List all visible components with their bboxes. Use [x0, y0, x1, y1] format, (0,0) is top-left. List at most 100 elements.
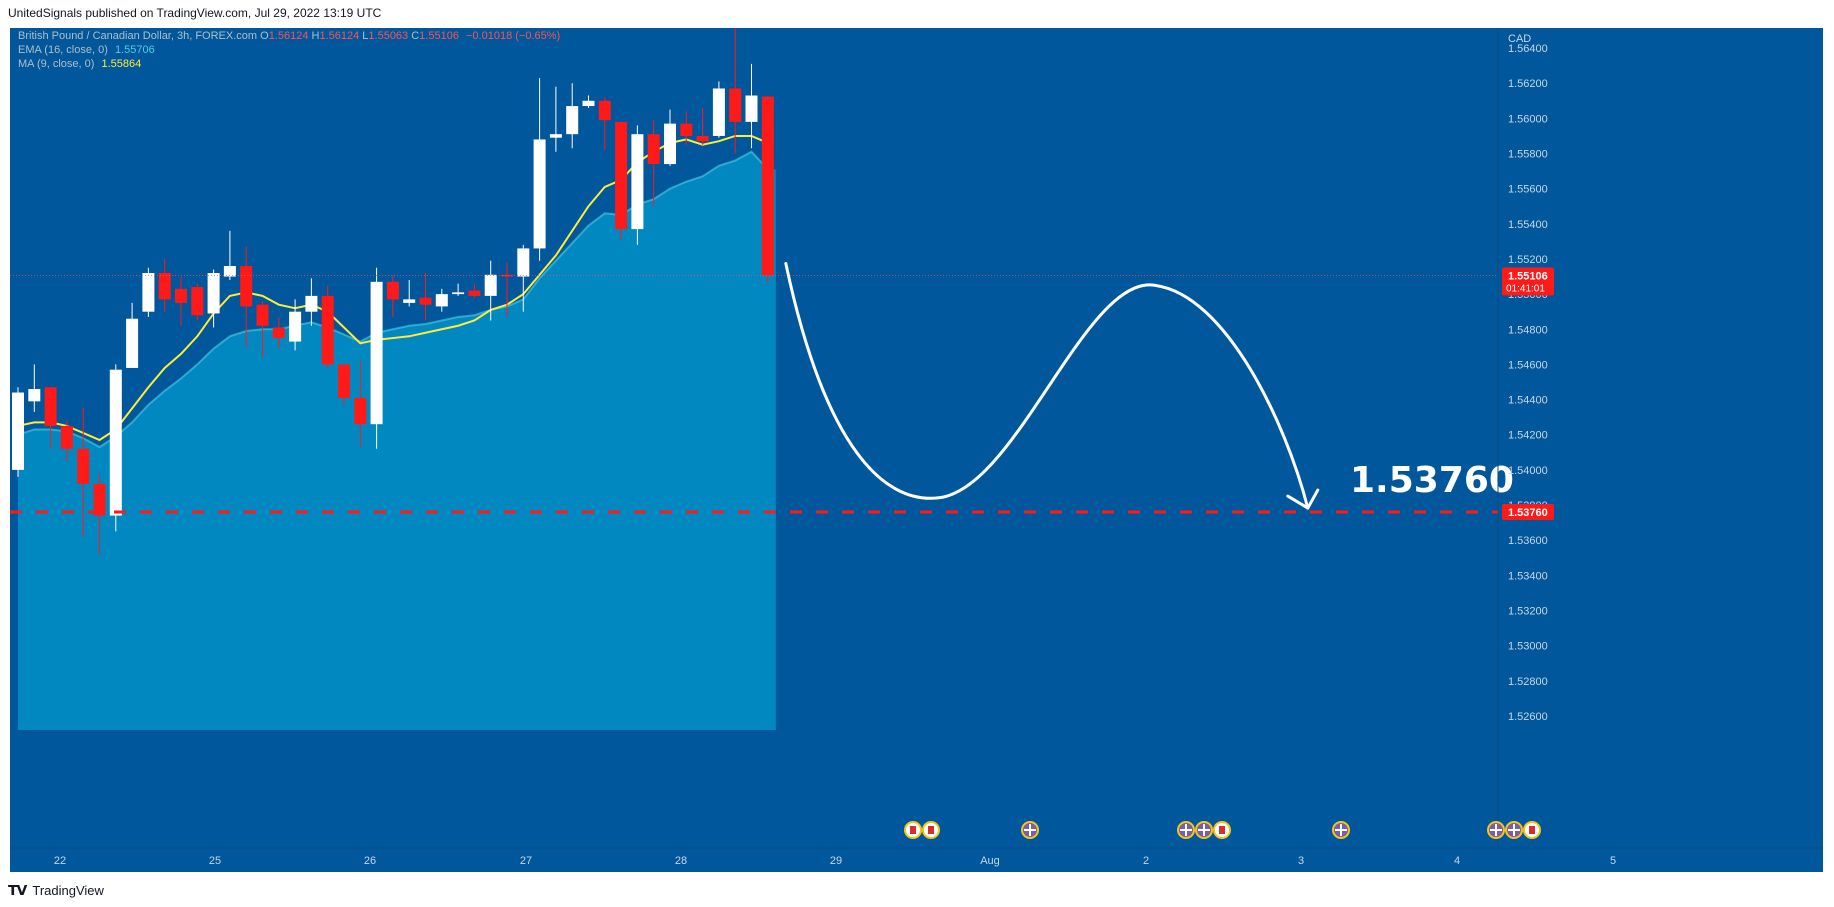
candle-body	[419, 297, 432, 305]
candle-body	[729, 88, 742, 122]
candle-body	[77, 448, 90, 484]
candle-body	[28, 389, 41, 402]
candle-body	[175, 288, 187, 303]
published-header: UnitedSignals published on TradingView.c…	[8, 6, 382, 20]
candle-body	[289, 311, 302, 342]
candle-body	[386, 281, 399, 300]
price-tick-label: 1.54400	[1508, 395, 1548, 407]
candle-body	[12, 392, 24, 470]
price-tick-label: 1.55200	[1508, 254, 1548, 266]
price-tick-label: 1.53000	[1508, 641, 1548, 653]
candle-body	[549, 134, 562, 138]
forecast-arrowhead	[1286, 488, 1320, 510]
candle-body	[93, 483, 106, 516]
target-annotation-text: 1.53760	[1350, 460, 1514, 501]
time-tick-label: 26	[364, 855, 376, 867]
candle-body	[321, 295, 334, 365]
candle-body	[501, 274, 513, 277]
ohlc-label: L	[359, 30, 369, 42]
currency-label: CAD	[1508, 33, 1531, 45]
current-price-badge	[1502, 267, 1554, 296]
ca-flag-leaf-icon	[1219, 826, 1225, 834]
candle-body	[452, 292, 465, 295]
candle-body	[354, 397, 367, 425]
countdown-label: 01:41:01	[1506, 283, 1545, 294]
candle-body	[109, 369, 122, 516]
candle-body	[256, 304, 269, 326]
candle-body	[60, 425, 73, 449]
ohlc-label: O	[260, 30, 269, 42]
symbol-legend: British Pound / Canadian Dollar, 3h, FOR…	[18, 30, 560, 42]
ema-legend: EMA (16, close, 0) 1.55706	[18, 44, 155, 56]
candle-body	[696, 135, 709, 142]
candle-body	[272, 327, 285, 339]
candle-body	[435, 294, 448, 307]
price-tick-label: 1.56000	[1508, 113, 1548, 125]
ma-label: MA (9, close, 0)	[18, 58, 95, 70]
price-tick-label: 1.55600	[1508, 184, 1548, 196]
candle-body	[338, 364, 350, 398]
candle-body	[403, 299, 416, 303]
candle-body	[566, 106, 579, 135]
ohlc-value: 1.56124	[268, 30, 309, 42]
price-tick-label: 1.56400	[1508, 43, 1548, 55]
candle-body	[126, 318, 139, 368]
candle-body	[615, 121, 628, 230]
change-value: −0.01018 (−0.65%)	[466, 30, 561, 42]
price-tick-label: 1.52600	[1508, 711, 1548, 723]
candle-body	[158, 273, 171, 300]
ohlc-label: H	[308, 30, 320, 42]
price-tick-label: 1.52800	[1508, 676, 1548, 688]
candle-body	[582, 100, 595, 107]
time-tick-label: 4	[1454, 855, 1460, 867]
candle-body	[305, 295, 318, 312]
chart-area[interactable]: 1.53760 1.56400 1.56200 1.56000 1.55800 1.556…	[10, 28, 1823, 872]
candle-body	[223, 266, 236, 277]
forecast-wave-path	[784, 261, 1310, 510]
candle-body	[370, 281, 383, 425]
ohlc-value: 1.55063	[368, 30, 409, 42]
time-tick-label: 27	[520, 855, 532, 867]
price-chart[interactable]: 1.53760 1.56400 1.56200 1.56000 1.55800 1.556…	[10, 28, 1823, 872]
time-tick-label: 5	[1610, 855, 1616, 867]
candle-body	[712, 88, 725, 136]
candle-body	[631, 134, 644, 230]
tradingview-logo-icon: 𝗧𝗩	[8, 882, 27, 898]
time-tick-label: 25	[209, 855, 221, 867]
candle-body	[142, 273, 155, 312]
symbol-title: British Pound / Canadian Dollar, 3h, FOR…	[18, 30, 258, 42]
price-tick-label: 1.54000	[1508, 465, 1548, 477]
price-tick-label: 1.56200	[1508, 78, 1548, 90]
ema-area-fill	[18, 151, 776, 730]
ema-value: 1.55706	[114, 44, 155, 56]
price-tick-label: 1.55800	[1508, 149, 1548, 161]
time-tick-label: 22	[54, 855, 66, 867]
ohlc-label: C	[408, 30, 420, 42]
price-tick-label: 1.53200	[1508, 605, 1548, 617]
price-tick-label: 1.53600	[1508, 535, 1548, 547]
candle-body	[664, 123, 676, 165]
ma-legend: MA (9, close, 0) 1.55864	[18, 58, 141, 70]
candle-body	[468, 290, 481, 296]
candle-body	[745, 95, 758, 122]
time-tick-label: 28	[675, 855, 687, 867]
ema-label: EMA (16, close, 0)	[18, 44, 108, 56]
time-tick-label: 2	[1143, 855, 1149, 867]
ohlc-values: O1.56124 H1.56124 L1.55063 C1.55106	[260, 30, 459, 42]
candle-body	[44, 387, 57, 426]
time-axis-bar	[10, 848, 1823, 872]
ma-value: 1.55864	[101, 58, 142, 70]
price-tick-label: 1.55400	[1508, 219, 1548, 231]
current-price-label: 1.55106	[1508, 270, 1548, 282]
candle-body	[680, 123, 693, 136]
ca-flag-leaf-icon	[1529, 826, 1535, 834]
price-tick-label: 1.53400	[1508, 570, 1548, 582]
candle-body	[598, 100, 611, 121]
candle-body	[517, 248, 530, 277]
ohlc-value: 1.55106	[419, 30, 459, 42]
candle-body	[647, 134, 660, 165]
price-tick-label: 1.54800	[1508, 324, 1548, 336]
candle-body	[533, 139, 546, 249]
candle-body	[191, 287, 204, 316]
time-tick-label: 29	[830, 855, 842, 867]
